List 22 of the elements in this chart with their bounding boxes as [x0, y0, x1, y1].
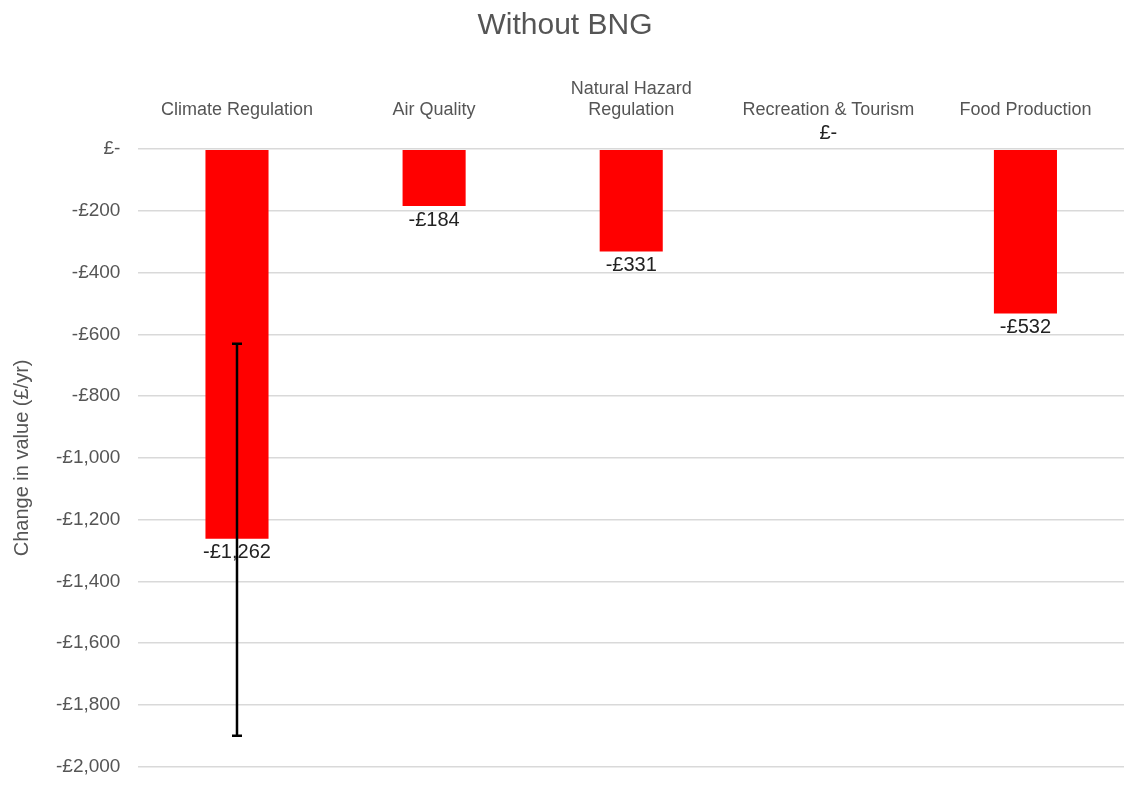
data-label: £-	[819, 120, 838, 143]
y-tick-label: -£400	[71, 260, 121, 282]
y-tick-label: -£800	[71, 384, 121, 406]
y-tick-label: -£1,400	[55, 569, 121, 591]
y-tick-label: -£2,000	[55, 754, 121, 776]
y-axis-title: Change in value (£/yr)	[9, 359, 32, 557]
data-label: -£331	[605, 252, 657, 275]
x-tick-label: Natural Hazard Regulation	[570, 77, 692, 120]
data-label: -£184	[408, 207, 460, 230]
y-tick-label: -£1,800	[55, 693, 121, 715]
x-tick-label: Recreation & Tourism	[742, 99, 915, 120]
y-tick-label: -£1,200	[55, 507, 121, 529]
y-tick-label: £-	[103, 137, 121, 159]
x-tick-label: Air Quality	[392, 99, 476, 120]
x-tick-label: Food Production	[959, 99, 1092, 120]
x-tick-label: Climate Regulation	[160, 99, 314, 120]
data-label: -£532	[999, 314, 1052, 337]
y-tick-label: -£200	[71, 199, 121, 221]
y-tick-label: -£600	[71, 322, 121, 344]
y-tick-label: -£1,000	[55, 446, 121, 468]
chart-title: Without BNG	[477, 7, 653, 41]
y-tick-label: -£1,600	[55, 631, 121, 653]
